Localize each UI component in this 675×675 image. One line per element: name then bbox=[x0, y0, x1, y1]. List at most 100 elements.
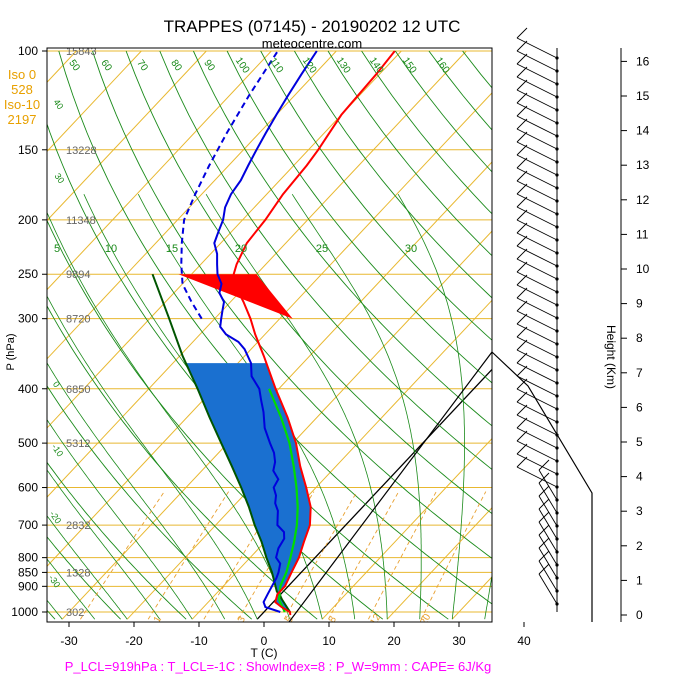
wind-barb bbox=[516, 102, 558, 124]
pressure-tick-label: 500 bbox=[18, 436, 38, 450]
sounding-profiles bbox=[151, 50, 396, 616]
wind-barb-dot bbox=[555, 355, 559, 359]
temperature-tick-label: -10 bbox=[190, 634, 208, 648]
wind-barb bbox=[516, 141, 558, 163]
dry-adiabat-line bbox=[47, 219, 384, 620]
mixing-ratio-label: 20 bbox=[418, 612, 433, 628]
moist-adiabat-line bbox=[47, 418, 193, 620]
temperature-tick-label: 40 bbox=[517, 634, 531, 648]
moist-adiabat-label: 10 bbox=[105, 243, 117, 255]
parcel-line bbox=[151, 273, 291, 613]
mixing-ratio-line bbox=[420, 491, 487, 620]
mixing-ratio-label: 5 bbox=[284, 614, 297, 625]
wind-barb bbox=[516, 466, 558, 488]
wind-barb-flag bbox=[516, 391, 528, 403]
dry-adiabat-label: 150 bbox=[400, 56, 419, 76]
moist-adiabat-line bbox=[205, 193, 388, 620]
height-tick-label: 5 bbox=[636, 435, 643, 449]
cin-area bbox=[178, 274, 293, 319]
isotherm-label: 30 bbox=[489, 106, 509, 126]
height-tick-label: 15 bbox=[636, 89, 650, 103]
temperature-tick-label: -30 bbox=[60, 634, 78, 648]
temperature-tick-label: 0 bbox=[261, 634, 268, 648]
wind-barb bbox=[516, 193, 558, 215]
geopotential-label: 15843 bbox=[66, 46, 97, 58]
wind-barb bbox=[516, 258, 558, 280]
freezing-level-info: Iso 0 528 Iso-10 2197 bbox=[4, 67, 40, 127]
wind-barb-flag bbox=[516, 248, 528, 260]
wind-barb-flag bbox=[516, 339, 528, 351]
wind-barb-flag bbox=[516, 443, 528, 455]
dry-adiabat-line bbox=[260, 50, 492, 341]
temperature-tick-label: 10 bbox=[322, 634, 336, 648]
wind-barb bbox=[516, 284, 558, 306]
moist-adiabat-label: 25 bbox=[316, 243, 328, 255]
wind-barb-flag bbox=[538, 485, 550, 497]
isotherm-line bbox=[47, 50, 207, 222]
wind-barb bbox=[538, 534, 558, 566]
dry-adiabat-label: 160 bbox=[433, 56, 452, 76]
isotherm-line bbox=[321, 437, 492, 620]
dry-adiabat-label: 60 bbox=[98, 58, 114, 74]
geopotential-label: 8720 bbox=[66, 314, 90, 326]
wind-barb bbox=[538, 469, 558, 501]
wind-barb-dot bbox=[555, 199, 559, 203]
wind-barb bbox=[516, 37, 558, 59]
wind-barb-dot bbox=[555, 420, 559, 424]
plot-frame bbox=[46, 47, 493, 623]
summary-line: P_LCL=919hPa : T_LCL=-1C : ShowIndex=8 :… bbox=[65, 659, 491, 674]
moist-adiabat-label: 30 bbox=[405, 243, 417, 255]
wind-barb-dot bbox=[555, 381, 559, 385]
wind-barb bbox=[516, 206, 558, 228]
chart-subtitle: meteocentre.com bbox=[262, 36, 362, 51]
pressure-tick-label: 850 bbox=[18, 565, 38, 579]
x-axis-label: T (C) bbox=[250, 646, 277, 660]
wind-barb bbox=[516, 388, 558, 410]
dry-adiabat-line bbox=[58, 50, 492, 605]
mixing-ratio-label: 1 bbox=[152, 614, 165, 625]
height-axis-label: Height (Km) bbox=[604, 325, 618, 389]
geopotential-label: 5312 bbox=[66, 438, 90, 450]
wind-barb bbox=[516, 427, 558, 449]
dry-adiabat-label: 140 bbox=[367, 56, 386, 76]
wind-barb-flag bbox=[538, 537, 550, 549]
dry-adiabat-label: 70 bbox=[134, 58, 150, 74]
dry-adiabat-line bbox=[192, 50, 492, 427]
wind-barb-flag bbox=[516, 287, 528, 299]
pressure-tick-label: 150 bbox=[18, 143, 38, 157]
wind-barb-dot bbox=[555, 563, 559, 567]
wind-barb-dot bbox=[555, 173, 559, 177]
wind-barb-dot bbox=[555, 459, 559, 463]
isotherm-label: 10 bbox=[489, 256, 509, 276]
mixing-ratio-line bbox=[328, 491, 400, 620]
wind-barb bbox=[516, 89, 558, 111]
chart-title: TRAPPES (07145) - 20190202 12 UTC bbox=[164, 17, 461, 36]
wet-bulb-line bbox=[268, 388, 299, 613]
wind-barb-flag bbox=[516, 53, 528, 65]
dry-adiabat-line bbox=[226, 50, 492, 384]
wind-barb bbox=[516, 310, 558, 332]
wind-barb-flag bbox=[516, 430, 528, 442]
wind-barb bbox=[516, 349, 558, 371]
wind-barb-flag bbox=[516, 118, 528, 130]
wind-barb-dot bbox=[555, 95, 559, 99]
dry-adiabat-label: 100 bbox=[233, 56, 252, 76]
wind-barb-dot bbox=[555, 251, 559, 255]
height-tick-label: 13 bbox=[636, 158, 650, 172]
geopotential-label: 2832 bbox=[66, 520, 90, 532]
wind-barb-dot bbox=[555, 550, 559, 554]
wind-barb-dot bbox=[555, 303, 559, 307]
wind-barb-dot bbox=[555, 134, 559, 138]
wind-barb bbox=[538, 508, 558, 540]
wind-barb bbox=[516, 245, 558, 267]
wind-barb-dot bbox=[555, 576, 559, 580]
wind-barb-flag bbox=[538, 511, 550, 523]
dry-adiabat-label: 50 bbox=[66, 58, 82, 74]
pressure-tick-label: 700 bbox=[18, 518, 38, 532]
moist-adiabat-lines bbox=[47, 193, 662, 620]
height-tick-label: 0 bbox=[636, 608, 643, 622]
wind-barb-flag bbox=[516, 456, 528, 468]
moist-adiabat-line bbox=[397, 193, 465, 620]
moist-adiabat-line bbox=[550, 194, 662, 619]
